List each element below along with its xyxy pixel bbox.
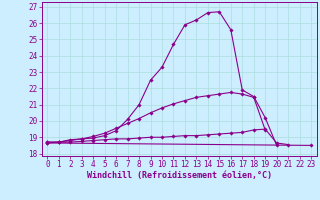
X-axis label: Windchill (Refroidissement éolien,°C): Windchill (Refroidissement éolien,°C) bbox=[87, 171, 272, 180]
